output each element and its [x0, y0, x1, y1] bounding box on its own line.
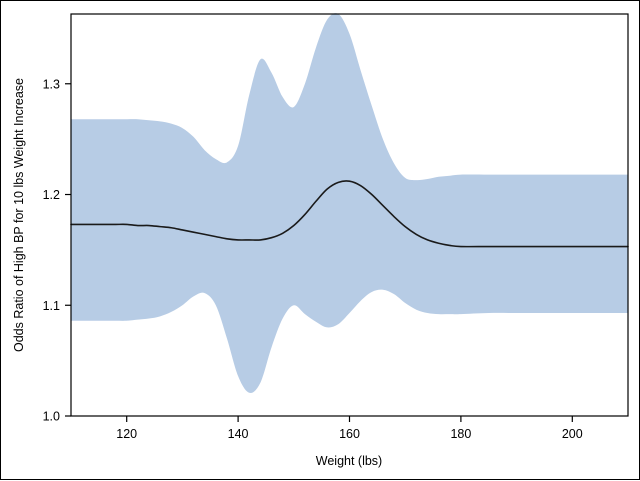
confidence-band-area: [71, 13, 628, 393]
x-axis-tick-labels: 120 140 160 180 200: [116, 427, 583, 441]
y-tick-label: 1.1: [43, 299, 60, 313]
y-tick-label: 1.0: [43, 410, 60, 424]
x-axis-ticks: [126, 416, 573, 422]
y-tick-label: 1.3: [43, 77, 60, 91]
x-tick-label: 120: [116, 427, 137, 441]
y-tick-label: 1.2: [43, 188, 60, 202]
y-axis-title: Odds Ratio of High BP for 10 lbs Weight …: [12, 78, 26, 352]
x-tick-label: 200: [562, 427, 583, 441]
x-tick-label: 140: [228, 427, 249, 441]
y-axis-ticks: [65, 83, 71, 417]
x-axis-title: Weight (lbs): [316, 454, 382, 468]
x-tick-label: 160: [339, 427, 360, 441]
y-axis-tick-labels: 1.0 1.1 1.2 1.3: [43, 77, 60, 423]
x-tick-label: 180: [450, 427, 471, 441]
estimate-line: [70, 180, 629, 248]
